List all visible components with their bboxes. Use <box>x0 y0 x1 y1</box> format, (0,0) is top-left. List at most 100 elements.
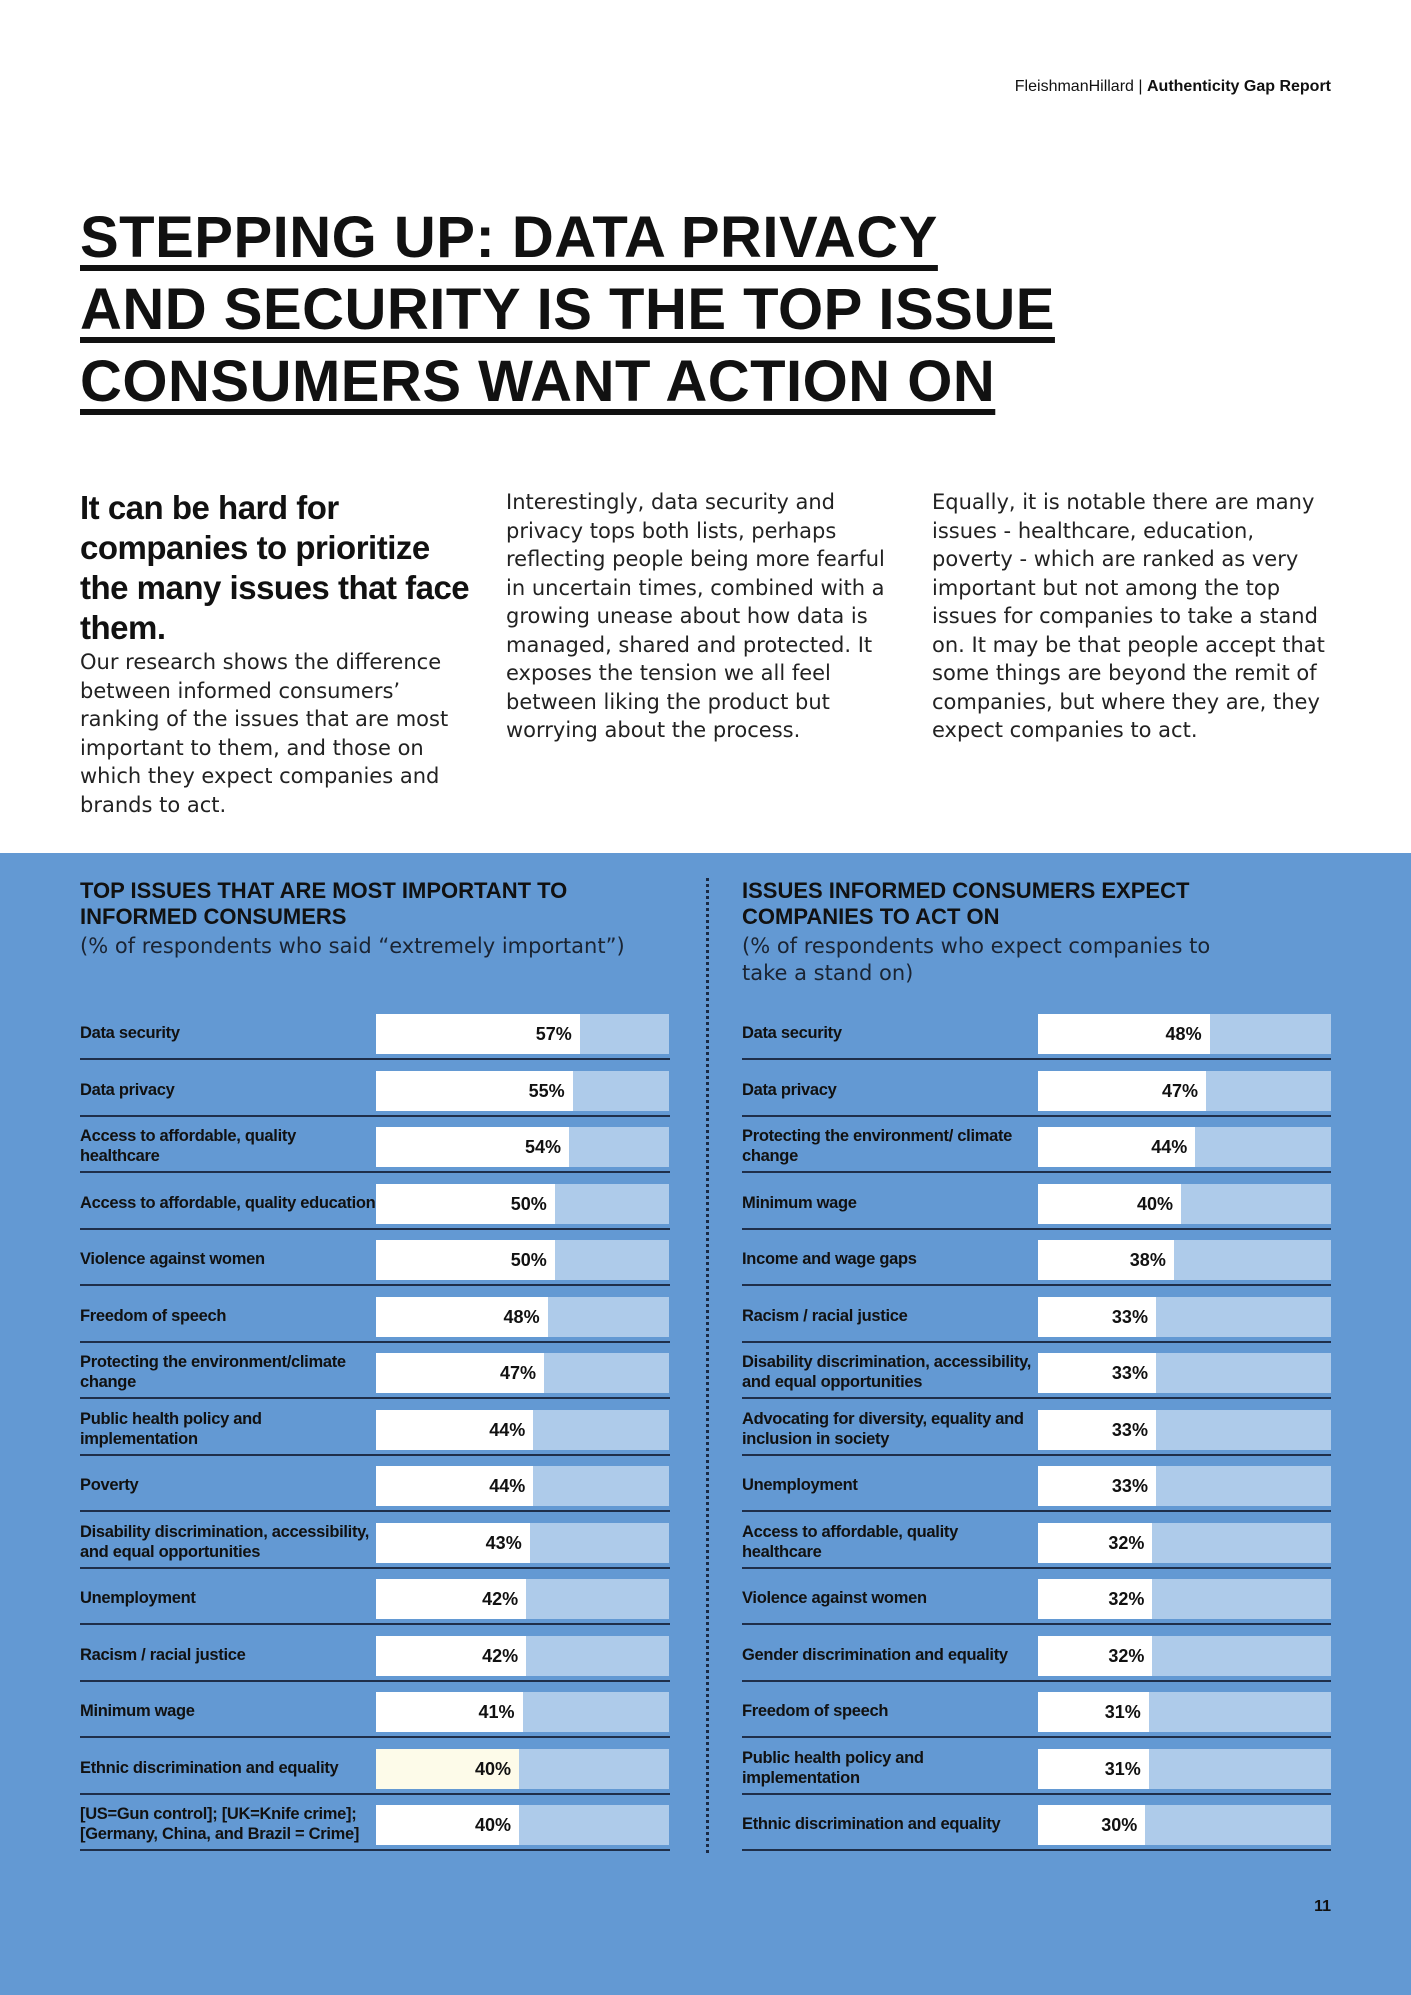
intro-paragraph-2: Interestingly, data security and privacy… <box>506 490 885 742</box>
bar-value-label: 48% <box>503 1306 540 1327</box>
bar-row: Data security 48% <box>742 1008 1331 1060</box>
bar-value-label: 54% <box>524 1137 562 1157</box>
bar-row: Data privacy 47% <box>742 1065 1331 1117</box>
bar-category-label: Protecting the environment/climate chang… <box>80 1353 346 1391</box>
bar-row: Violence against women 50% <box>80 1234 670 1286</box>
intro-column-1: It can be hard for companies to prioriti… <box>80 488 475 819</box>
bar: 44% <box>1038 1127 1196 1167</box>
bar-track: 50% <box>376 1183 669 1224</box>
bar-row: Disability discrimination, accessibility… <box>80 1517 670 1569</box>
bar-category-label: Public health policy and implementation <box>80 1409 262 1448</box>
chart-left-subtitle: (% of respondents who said “extremely im… <box>80 934 625 958</box>
bar-row: Racism / racial justice 42% <box>80 1630 670 1682</box>
intro-lead: It can be hard for companies to prioriti… <box>80 489 470 646</box>
report-header: FleishmanHillard | Authenticity Gap Repo… <box>1015 78 1331 96</box>
bar-row: Access to affordable, quality healthcare… <box>742 1517 1331 1569</box>
bar-row: Data privacy 55% <box>80 1065 670 1117</box>
bar: 32% <box>1038 1579 1153 1619</box>
bar-track: 40% <box>1038 1183 1331 1224</box>
bar-category-label: Ethnic discrimination and equality <box>742 1815 1001 1833</box>
bar: 33% <box>1038 1353 1156 1393</box>
bar-track: 33% <box>1038 1296 1331 1337</box>
bar-value-label: 44% <box>1151 1137 1188 1157</box>
bar-track: 33% <box>1038 1409 1331 1450</box>
bar-value-label: 48% <box>1165 1024 1202 1044</box>
bar-value-label: 44% <box>489 1476 526 1496</box>
bar-row: Income and wage gaps 38% <box>742 1234 1331 1286</box>
bar-category-label: Racism / racial justice <box>80 1645 246 1664</box>
bar: 44% <box>376 1466 534 1506</box>
bar-value-label: 50% <box>510 1250 547 1270</box>
bar-value-label: 42% <box>482 1589 519 1609</box>
bar-track: 55% <box>376 1070 669 1111</box>
bar: 43% <box>376 1522 530 1563</box>
bar-track: 54% <box>376 1127 669 1167</box>
bar-value-label: 38% <box>1129 1250 1166 1270</box>
bar-category-label: Access to affordable, quality healthcare <box>80 1127 296 1165</box>
brand-name: FleishmanHillard <box>1014 78 1134 95</box>
bar: 32% <box>1038 1635 1153 1676</box>
bar: 40% <box>376 1748 519 1789</box>
bar-row: Ethnic discrimination and equality 30% <box>742 1799 1331 1851</box>
header-separator: | <box>1133 78 1147 95</box>
bar: 31% <box>1038 1748 1149 1789</box>
bar-row: Access to affordable, quality healthcare… <box>80 1121 670 1173</box>
bar-track: 33% <box>1038 1353 1331 1393</box>
bar-track: 32% <box>1038 1635 1331 1676</box>
bar-category-label: Unemployment <box>80 1589 196 1607</box>
bar-category-label: [US=Gun control]; [UK=Knife crime]; [Ger… <box>80 1805 360 1843</box>
intro-paragraph-3: Equally, it is notable there are many is… <box>932 490 1325 742</box>
bar-row: Public health policy and implementation 3… <box>742 1743 1331 1795</box>
intro-column-3: Equally, it is notable there are many is… <box>932 488 1327 745</box>
bar-track: 30% <box>1038 1805 1331 1845</box>
bar-value-label: 40% <box>474 1758 511 1779</box>
bar-category-label: Access to affordable, quality education <box>80 1193 376 1212</box>
bar-row: Protecting the environment/climate chang… <box>80 1347 670 1399</box>
bar-value-label: 55% <box>528 1080 565 1101</box>
title-line-1: STEPPING UP: DATA PRIVACY <box>80 205 938 270</box>
bar: 47% <box>1038 1070 1206 1111</box>
bar-value-label: 42% <box>482 1645 519 1666</box>
bar-track: 40% <box>376 1805 669 1845</box>
intro-paragraph-1: Our research shows the difference betwee… <box>80 650 449 817</box>
bar: 41% <box>376 1692 523 1732</box>
bar: 33% <box>1038 1409 1156 1450</box>
bar-value-label: 32% <box>1108 1589 1145 1609</box>
bar-value-label: 44% <box>489 1419 526 1440</box>
bar-row: Racism / racial justice 33% <box>742 1291 1331 1343</box>
bar-track: 41% <box>376 1692 669 1732</box>
bar-category-label: Protecting the environment/ climate chan… <box>742 1127 1013 1165</box>
bar-value-label: 47% <box>499 1363 536 1383</box>
bar-category-label: Disability discrimination, accessibility… <box>80 1522 370 1561</box>
panel-divider <box>706 878 709 1853</box>
bar-category-label: Freedom of speech <box>80 1306 227 1325</box>
bar-row: Ethnic discrimination and equality 40% <box>80 1743 670 1795</box>
bar-value-label: 40% <box>474 1815 511 1835</box>
bar: 32% <box>1038 1522 1153 1563</box>
bar-row: Unemployment 33% <box>742 1460 1331 1512</box>
bar-row: Public health policy and implementation 4… <box>80 1404 670 1456</box>
bar-value-label: 32% <box>1108 1532 1145 1553</box>
report-name: Authenticity Gap Report <box>1146 78 1331 95</box>
bar-row: Unemployment 42% <box>80 1573 670 1625</box>
bar: 31% <box>1038 1692 1149 1732</box>
bar-category-label: Data security <box>80 1024 180 1042</box>
bar-category-label: Disability discrimination, accessibility… <box>742 1353 1032 1391</box>
bar-category-label: Data privacy <box>80 1080 175 1099</box>
bar-category-label: Income and wage gaps <box>742 1250 917 1268</box>
bar-category-label: Data security <box>742 1024 842 1042</box>
bar-row: Gender discrimination and equality 32% <box>742 1630 1331 1682</box>
bar-track: 48% <box>376 1296 669 1337</box>
bar-track: 32% <box>1038 1579 1331 1619</box>
bar-value-label: 41% <box>478 1702 515 1722</box>
bar-value-label: 31% <box>1104 1702 1141 1722</box>
bar-track: 31% <box>1038 1748 1331 1789</box>
bar-row: Minimum wage 41% <box>80 1686 670 1738</box>
bar: 44% <box>376 1409 534 1450</box>
bar-track: 42% <box>376 1579 669 1619</box>
bar-row: Poverty 44% <box>80 1460 670 1512</box>
bar-track: 57% <box>376 1014 669 1054</box>
bar-value-label: 33% <box>1111 1419 1148 1440</box>
bar-value-label: 57% <box>535 1024 572 1044</box>
bar-track: 47% <box>1038 1070 1331 1111</box>
